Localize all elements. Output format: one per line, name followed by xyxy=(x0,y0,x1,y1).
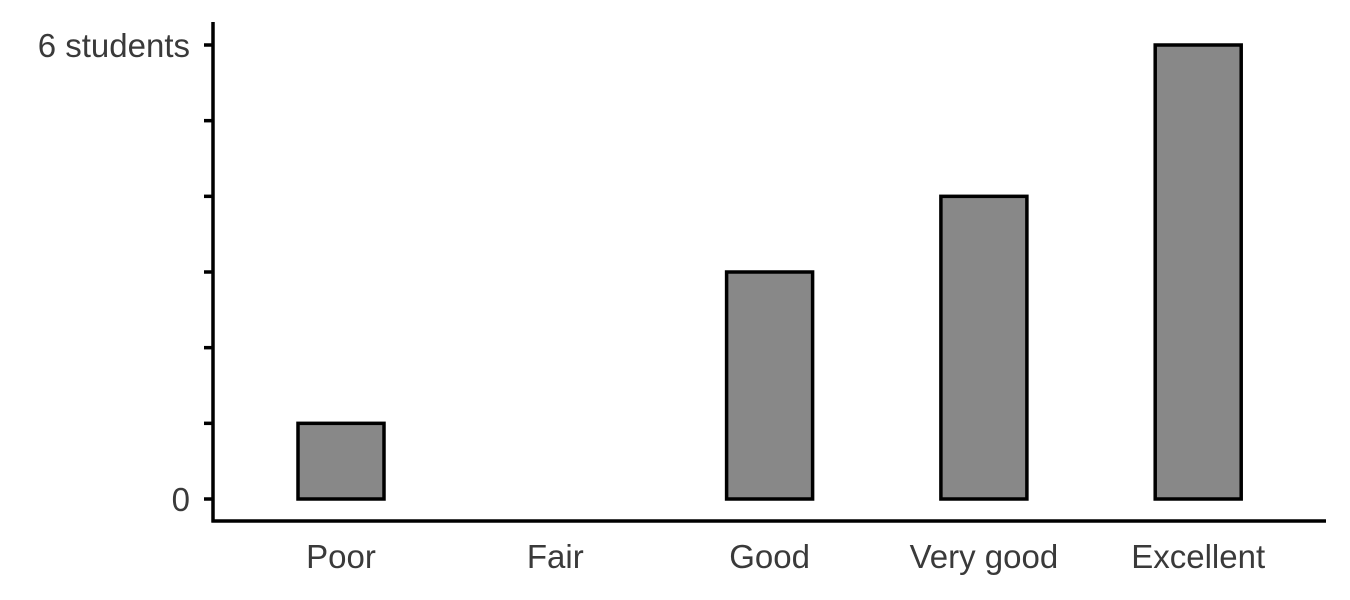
bars xyxy=(296,43,1243,501)
x-tick-label-good: Good xyxy=(729,538,810,575)
x-tick-label-fair: Fair xyxy=(527,538,584,575)
bar-very-good xyxy=(939,194,1029,501)
x-tick-label-very-good: Very good xyxy=(910,538,1059,575)
axes xyxy=(204,22,1326,523)
tick-labels: 0 6 students Poor Fair Good Very good Excellen… xyxy=(38,27,1265,575)
bar-excellent xyxy=(1153,43,1243,501)
bar-good xyxy=(724,270,815,501)
bar-poor xyxy=(296,421,386,501)
x-tick-label-excellent: Excellent xyxy=(1131,538,1265,575)
y-tick-label: 0 xyxy=(172,481,190,518)
x-tick-label-poor: Poor xyxy=(306,538,376,575)
y-tick-label: 6 students xyxy=(38,27,190,64)
